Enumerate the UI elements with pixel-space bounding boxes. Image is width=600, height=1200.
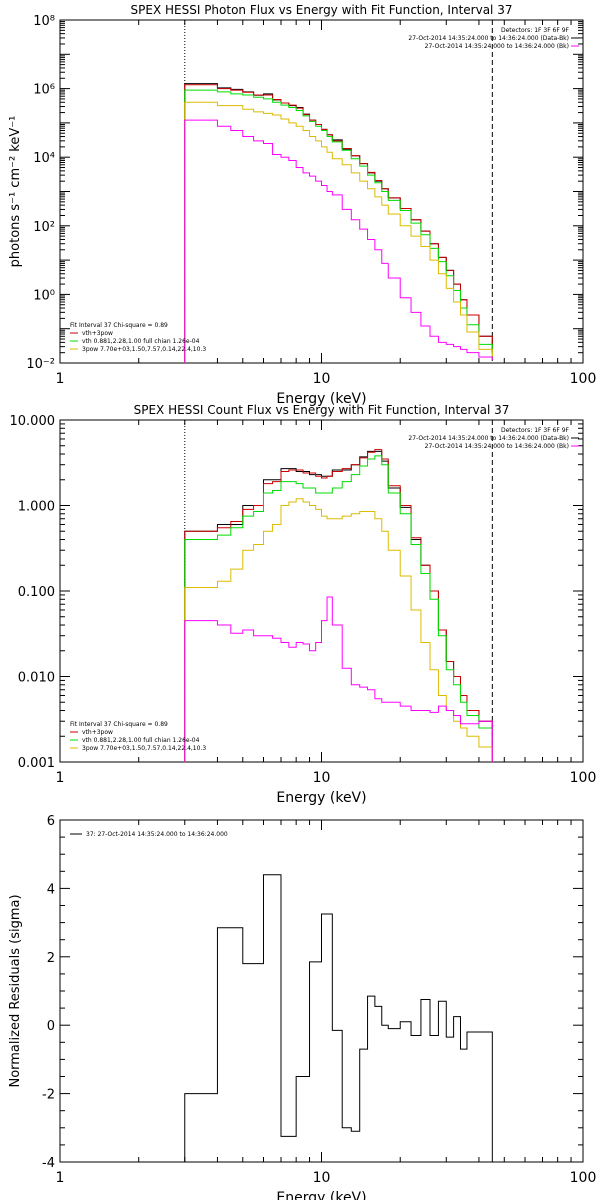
x-tick-label: 10 [313, 371, 331, 387]
series-vth [184, 455, 493, 762]
x-axis-label: Energy (keV) [276, 391, 366, 407]
plot-frame [59, 819, 584, 1163]
legend-top-right-text: 27-Oct-2014 14:35:24.000 to 14:36:24.000… [408, 435, 569, 442]
y-tick-label: 10⁴ [33, 151, 55, 166]
x-axis-label: Energy (keV) [276, 790, 366, 806]
chart-title: SPEX HESSI Count Flux vs Energy with Fit… [134, 403, 510, 417]
legend-bottom-left-text: Fit Interval 37 Chi-square = 0.89 [70, 721, 168, 728]
series-residuals [184, 874, 493, 1162]
plot-frame [59, 419, 584, 763]
legend-top-right-text: 27-Oct-2014 14:35:24.000 to 14:36:24.000… [425, 43, 569, 50]
y-tick-label: -4 [42, 1156, 55, 1171]
legend-bottom-left-text: 3pow 7.70e+03,1.50,7.57,0.14,22.4,10.3 [82, 745, 206, 752]
x-tick-label: 100 [570, 371, 597, 387]
series-data-bk [184, 83, 493, 363]
legend-bottom-left-text: vth 0.881,2.28,1.00 full chian 1.26e-04 [82, 338, 200, 345]
y-tick-label: 2 [47, 951, 55, 966]
plot-frame [59, 19, 584, 364]
series-vth-3pow [184, 449, 493, 762]
y-tick-label: 6 [47, 814, 55, 829]
legend-bottom-left-text: 3pow 7.70e+03,1.50,7.57,0.14,22.4,10.3 [82, 346, 206, 353]
count-flux-panel: SPEX HESSI Count Flux vs Energy with Fit… [10, 403, 597, 806]
y-axis-label: Normalized Residuals (sigma) [8, 894, 23, 1087]
y-tick-label: -2 [42, 1088, 55, 1103]
x-tick-label: 1 [56, 770, 65, 786]
chart-title: SPEX HESSI Photon Flux vs Energy with Fi… [131, 3, 513, 17]
series-3pow [184, 101, 493, 363]
y-tick-label: 10⁶ [33, 83, 55, 98]
x-axis-label: Energy (keV) [276, 1190, 366, 1200]
series-vth [184, 89, 493, 363]
y-tick-label: 1.000 [18, 500, 55, 515]
x-tick-label: 100 [570, 1170, 597, 1186]
series-bk [184, 119, 493, 363]
x-tick-label: 10 [313, 770, 331, 786]
y-tick-label: 0.010 [18, 671, 55, 686]
x-tick-label: 1 [56, 1170, 65, 1186]
x-tick-label: 10 [313, 1170, 331, 1186]
series-group [184, 449, 493, 762]
y-tick-label: 10² [33, 220, 55, 235]
y-tick-label: 10.000 [10, 414, 56, 429]
legend-bottom-left-text: vth 0.881,2.28,1.00 full chian 1.26e-04 [82, 737, 200, 744]
y-tick-label: 0.001 [18, 756, 55, 771]
legend-top-right-text: 27-Oct-2014 14:35:24.000 to 14:36:24.000… [425, 443, 569, 450]
y-tick-label: 4 [47, 882, 55, 897]
y-axis-label: photons s⁻¹ cm⁻² keV⁻¹ [8, 116, 23, 268]
photon-flux-panel: SPEX HESSI Photon Flux vs Energy with Fi… [8, 3, 596, 407]
legend-bottom-left-text: Fit Interval 37 Chi-square = 0.89 [70, 322, 168, 329]
legend-top-right-text: Detectors: 1F 3F 6F 9F [501, 27, 570, 34]
legend-bottom-left-text: vth+3pow [82, 729, 113, 736]
x-tick-label: 100 [570, 770, 597, 786]
legend-top-right-text: Detectors: 1F 3F 6F 9F [501, 427, 570, 434]
series-group [184, 83, 493, 363]
legend-bottom-left-text: vth+3pow [82, 330, 113, 337]
y-tick-label: 10⁸ [33, 14, 55, 29]
y-tick-label: 10⁰ [33, 288, 55, 303]
y-tick-label: 0.100 [18, 585, 55, 600]
series-data-bk [184, 450, 493, 762]
series-vth-3pow [184, 84, 493, 363]
y-tick-label: 10⁻² [26, 357, 55, 372]
series-group [184, 874, 493, 1162]
y-tick-label: 0 [47, 1019, 55, 1034]
residuals-panel: 1 10 100 Energy (keV) -4 -2 0 2 4 6 Normalized Res… [8, 814, 596, 1200]
x-tick-label: 1 [56, 371, 65, 387]
legend-top-right-text: 27-Oct-2014 14:35:24.000 to 14:36:24.000… [408, 35, 569, 42]
legend-top-left-text: 37: 27-Oct-2014 14:35:24.000 to 14:36:24… [86, 831, 228, 838]
series-bk [184, 596, 493, 762]
series-3pow [184, 498, 493, 762]
